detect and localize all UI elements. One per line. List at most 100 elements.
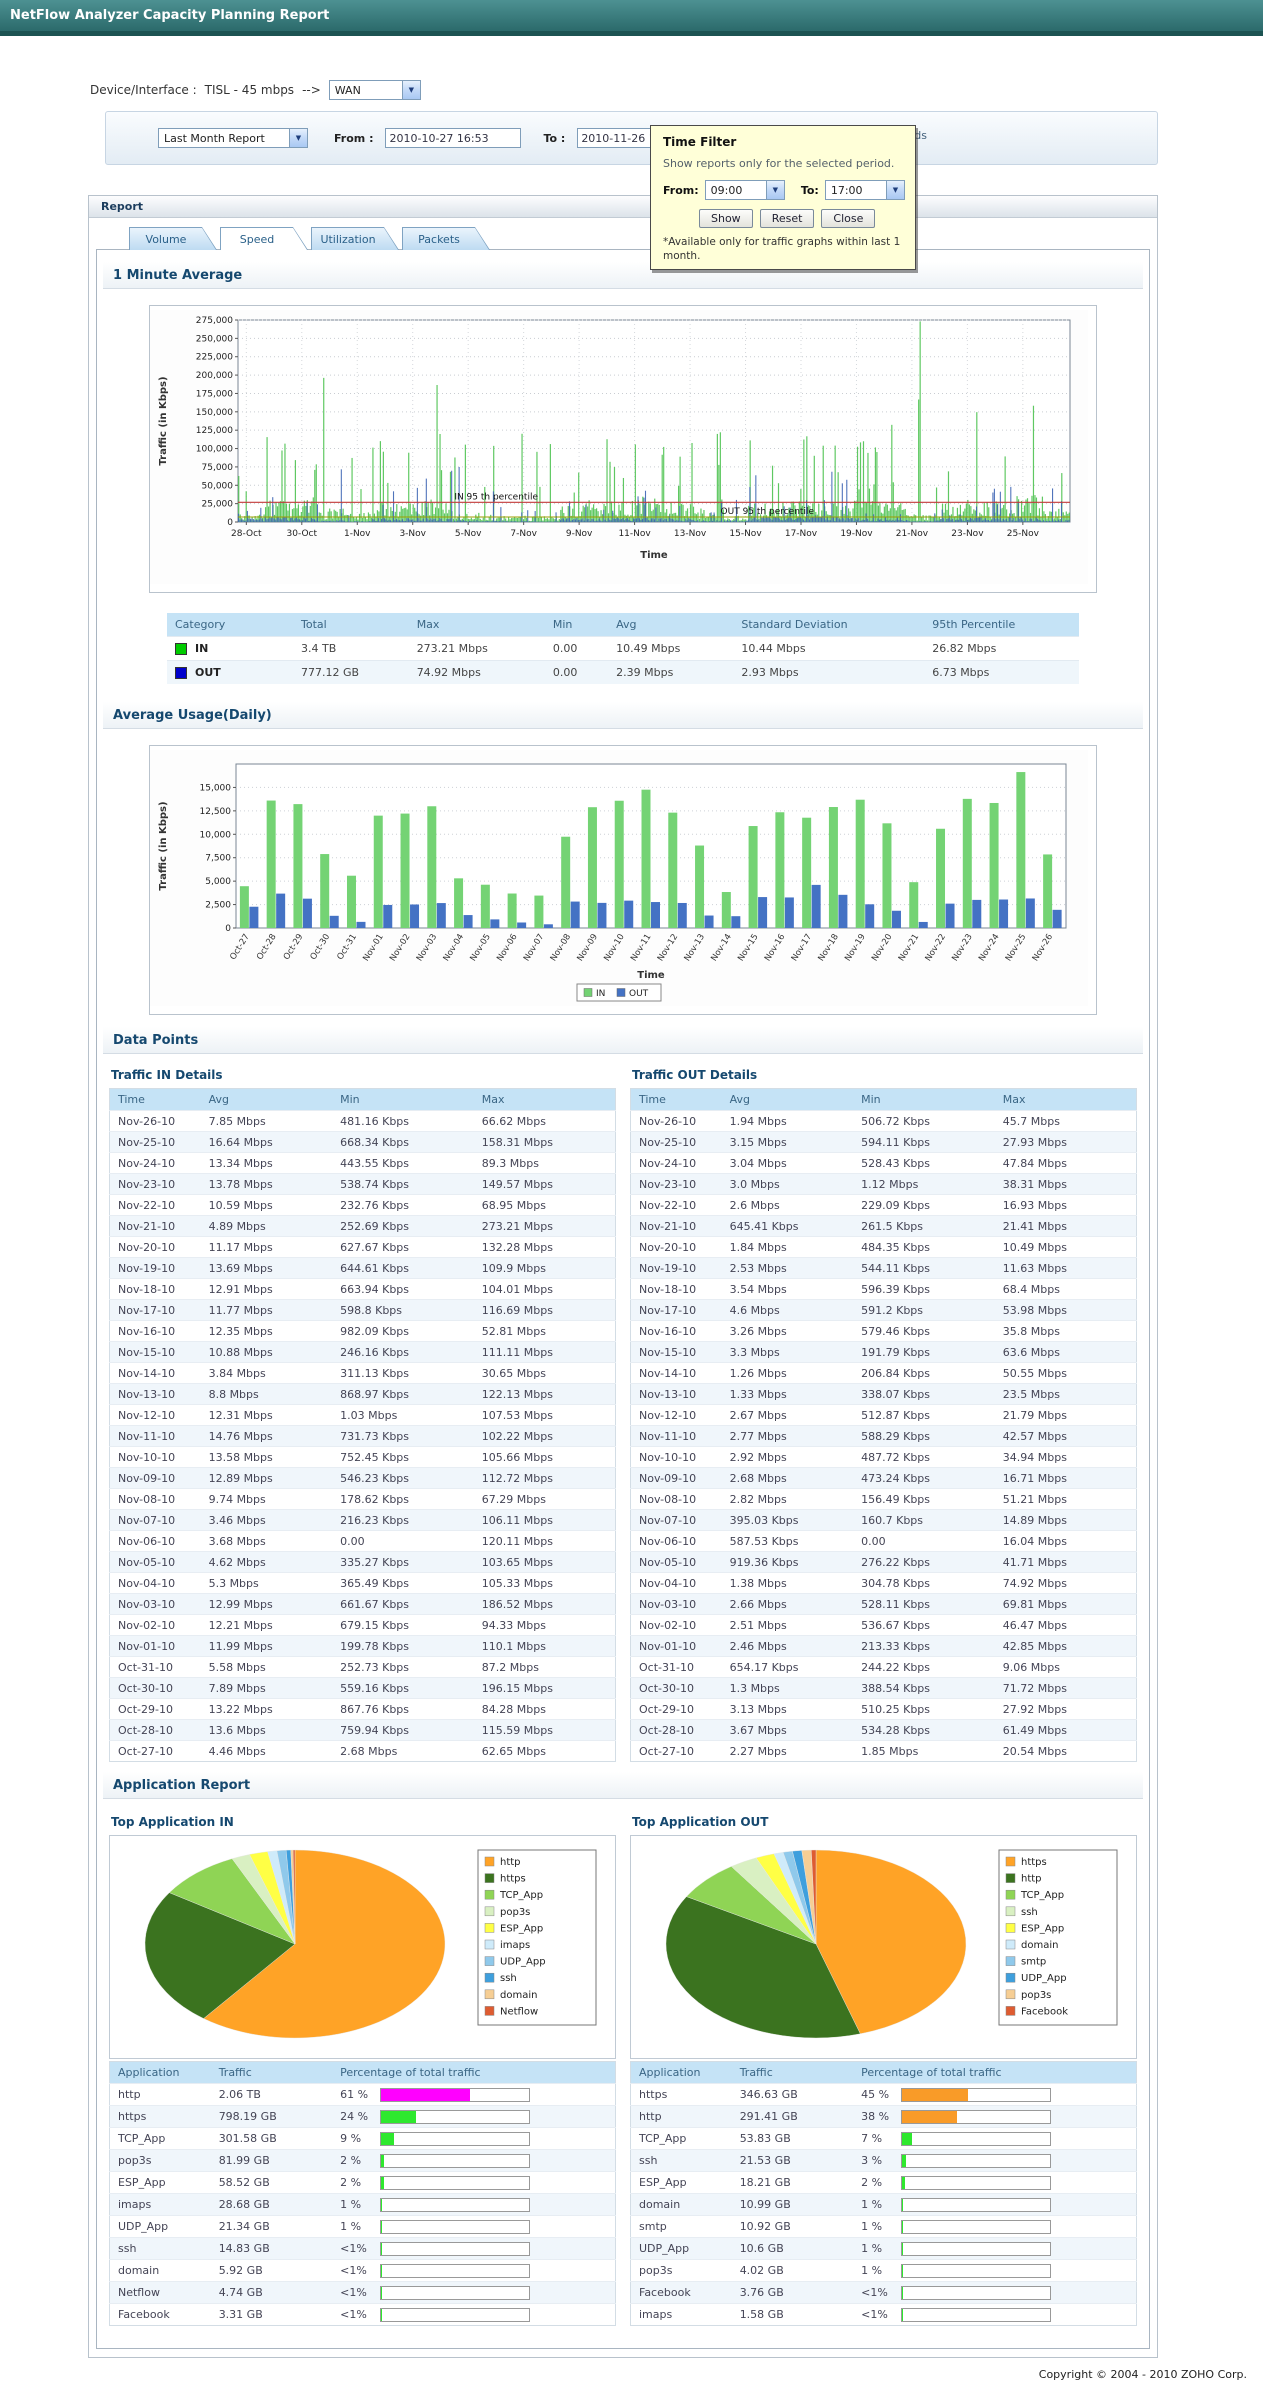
traffic-out-table: Time Avg Min Max Nov-26-10 1.94 Mbps 506.72 Kb… (630, 1088, 1137, 1762)
table-row: imaps 28.68 GB 1 % (109, 2193, 616, 2216)
report-filter-bar: Last Month Report ▼ From : To : ends (105, 111, 1158, 165)
minute-average-chart-box: 0 25,000 50,000 75,000 100,000 125,000 150,000… (149, 305, 1097, 593)
table-row: Oct-28-10 3.67 Mbps 534.28 Kbps 61.49 Mbps (630, 1719, 1137, 1741)
svg-text:0: 0 (225, 924, 231, 934)
table-row: Oct-31-10 5.58 Mbps 252.73 Kbps 87.2 Mbps (109, 1656, 616, 1678)
percentage-gauge (901, 2153, 1052, 2168)
chevron-down-icon[interactable]: ▼ (401, 81, 420, 99)
arrow-glyph: --> (302, 83, 321, 97)
svg-text:15,000: 15,000 (200, 783, 232, 793)
svg-text:pop3s: pop3s (500, 1907, 530, 1918)
svg-text:28-Oct: 28-Oct (231, 529, 262, 539)
table-row: Nov-06-10 3.68 Mbps 0.00 120.11 Mbps (109, 1530, 616, 1552)
tab-packets[interactable]: Packets (402, 227, 490, 250)
svg-text:IN: IN (596, 989, 605, 999)
time-from-select[interactable]: 09:00 ▼ (704, 180, 785, 200)
svg-text:imaps: imaps (500, 1940, 530, 1951)
top-application-in-title: Top Application IN (111, 1815, 234, 1829)
svg-text:IN 95 th percentile: IN 95 th percentile (454, 492, 538, 502)
table-row: Nov-26-10 1.94 Mbps 506.72 Kbps 45.7 Mbps (630, 1110, 1137, 1132)
close-button[interactable]: Close (821, 209, 876, 228)
table-row: Facebook 3.31 GB <1% (109, 2303, 616, 2326)
section-data-points-title: Data Points (103, 1027, 1143, 1054)
summary-column-header: Standard Deviation (733, 613, 925, 637)
reset-button[interactable]: Reset (759, 209, 815, 228)
table-row: smtp 10.92 GB 1 % (630, 2215, 1137, 2238)
tab-label: Utilization (312, 228, 398, 250)
percentage-gauge (380, 2307, 531, 2322)
application-out-pie-box: https http TCP_App ssh ESP_App domain smtp UDP_… (630, 1835, 1137, 2059)
table-row: Nov-02-10 2.51 Mbps 536.67 Kbps 46.47 Mbps (630, 1614, 1137, 1636)
table-row: domain 10.99 GB 1 % (630, 2193, 1137, 2216)
percentage-gauge (380, 2241, 531, 2256)
table-row: Nov-09-10 2.68 Mbps 473.24 Kbps 16.71 Mbps (630, 1467, 1137, 1489)
table-row: Nov-21-10 4.89 Mbps 252.69 Kbps 273.21 Mbps (109, 1215, 616, 1237)
svg-text:TCP_App: TCP_App (1020, 1890, 1064, 1901)
from-date-input[interactable] (385, 128, 522, 148)
svg-text:ssh: ssh (500, 1973, 517, 1984)
application-out-table: Application Traffic Percentage of total tr… (630, 2061, 1137, 2326)
svg-text:Traffic (in Kbps): Traffic (in Kbps) (158, 801, 169, 890)
table-row: ESP_App 58.52 GB 2 % (109, 2171, 616, 2194)
chevron-down-icon[interactable]: ▼ (765, 181, 784, 199)
table-row: Oct-30-10 7.89 Mbps 559.16 Kbps 196.15 Mbps (109, 1677, 616, 1699)
minute-average-chart: 0 25,000 50,000 75,000 100,000 125,000 150,000… (150, 310, 1088, 584)
interface-select[interactable]: WAN ▼ (328, 80, 421, 100)
report-period-select[interactable]: Last Month Report ▼ (158, 128, 308, 148)
svg-text:23-Nov: 23-Nov (951, 529, 984, 539)
chevron-down-icon[interactable]: ▼ (886, 181, 904, 199)
time-filter-description: Show reports only for the selected perio… (663, 157, 895, 170)
table-row: Nov-17-10 4.6 Mbps 591.2 Kbps 53.98 Mbps (630, 1299, 1137, 1321)
summary-column-header: Total (293, 613, 409, 637)
tab-label: Speed (221, 228, 307, 250)
svg-text:10,000: 10,000 (200, 830, 232, 840)
svg-text:200,000: 200,000 (196, 371, 233, 381)
tab-utilization[interactable]: Utilization (311, 227, 399, 250)
table-row: https 346.63 GB 45 % (630, 2083, 1137, 2106)
show-button[interactable]: Show (699, 209, 753, 228)
table-row: imaps 1.58 GB <1% (630, 2303, 1137, 2326)
table-row: TCP_App 53.83 GB 7 % (630, 2127, 1137, 2150)
table-row: ssh 14.83 GB <1% (109, 2237, 616, 2260)
percentage-gauge (380, 2087, 531, 2102)
svg-text:1-Nov: 1-Nov (344, 529, 371, 539)
svg-text:Traffic (in Kbps): Traffic (in Kbps) (158, 376, 169, 465)
table-row: ssh 21.53 GB 3 % (630, 2149, 1137, 2172)
traffic-in-details-title: Traffic IN Details (111, 1068, 223, 1082)
svg-text:275,000: 275,000 (196, 316, 233, 326)
table-row: Nov-24-10 13.34 Mbps 443.55 Kbps 89.3 Mbps (109, 1152, 616, 1174)
svg-text:ssh: ssh (1021, 1907, 1038, 1918)
traffic-summary-table: Category Total Max Min Avg Standard Deviation… (167, 613, 1079, 684)
table-row: Nov-19-10 13.69 Mbps 644.61 Kbps 109.9 Mbps (109, 1257, 616, 1279)
table-row: Nov-25-10 16.64 Mbps 668.34 Kbps 158.31 Mbp… (109, 1131, 616, 1153)
svg-text:13-Nov: 13-Nov (674, 529, 707, 539)
percentage-gauge (901, 2131, 1052, 2146)
table-row: http 291.41 GB 38 % (630, 2105, 1137, 2128)
report-period-value: Last Month Report (164, 132, 265, 145)
table-row: Oct-28-10 13.6 Mbps 759.94 Kbps 115.59 Mbps (109, 1719, 616, 1741)
table-row: Nov-20-10 1.84 Mbps 484.35 Kbps 10.49 Mbps (630, 1236, 1137, 1258)
table-row: Nov-18-10 3.54 Mbps 596.39 Kbps 68.4 Mbps (630, 1278, 1137, 1300)
daily-usage-chart: 02,5005,0007,50010,00012,50015,000Oct-27… (150, 750, 1088, 1006)
table-row: pop3s 4.02 GB 1 % (630, 2259, 1137, 2282)
tab-speed[interactable]: Speed (220, 227, 308, 250)
svg-text:19-Nov: 19-Nov (840, 529, 873, 539)
table-row: Nov-04-10 5.3 Mbps 365.49 Kbps 105.33 Mbps (109, 1572, 616, 1594)
table-row: Oct-29-10 13.22 Mbps 867.76 Kbps 84.28 Mbps (109, 1698, 616, 1720)
svg-text:Netflow: Netflow (500, 2006, 538, 2017)
tab-volume[interactable]: Volume (129, 227, 217, 250)
device-interface-row: Device/Interface : TISL - 45 mbps --> WA… (90, 80, 1263, 100)
svg-text:25-Nov: 25-Nov (1007, 529, 1040, 539)
table-row: pop3s 81.99 GB 2 % (109, 2149, 616, 2172)
svg-text:https: https (500, 1874, 526, 1885)
tab-label: Packets (403, 228, 489, 250)
time-to-select[interactable]: 17:00 ▼ (824, 180, 905, 200)
time-filter-title: Time Filter (663, 135, 737, 149)
chevron-down-icon[interactable]: ▼ (289, 129, 307, 147)
table-row: Nov-23-10 13.78 Mbps 538.74 Kbps 149.57 Mbp… (109, 1173, 616, 1195)
table-row: Nov-14-10 3.84 Mbps 311.13 Kbps 30.65 Mbps (109, 1362, 616, 1384)
svg-text:225,000: 225,000 (196, 353, 233, 363)
svg-text:http: http (1021, 1874, 1042, 1885)
copyright-text: Copyright © 2004 - 2010 ZOHO Corp. (1038, 2368, 1247, 2381)
table-row: Nov-12-10 2.67 Mbps 512.87 Kbps 21.79 Mbps (630, 1404, 1137, 1426)
